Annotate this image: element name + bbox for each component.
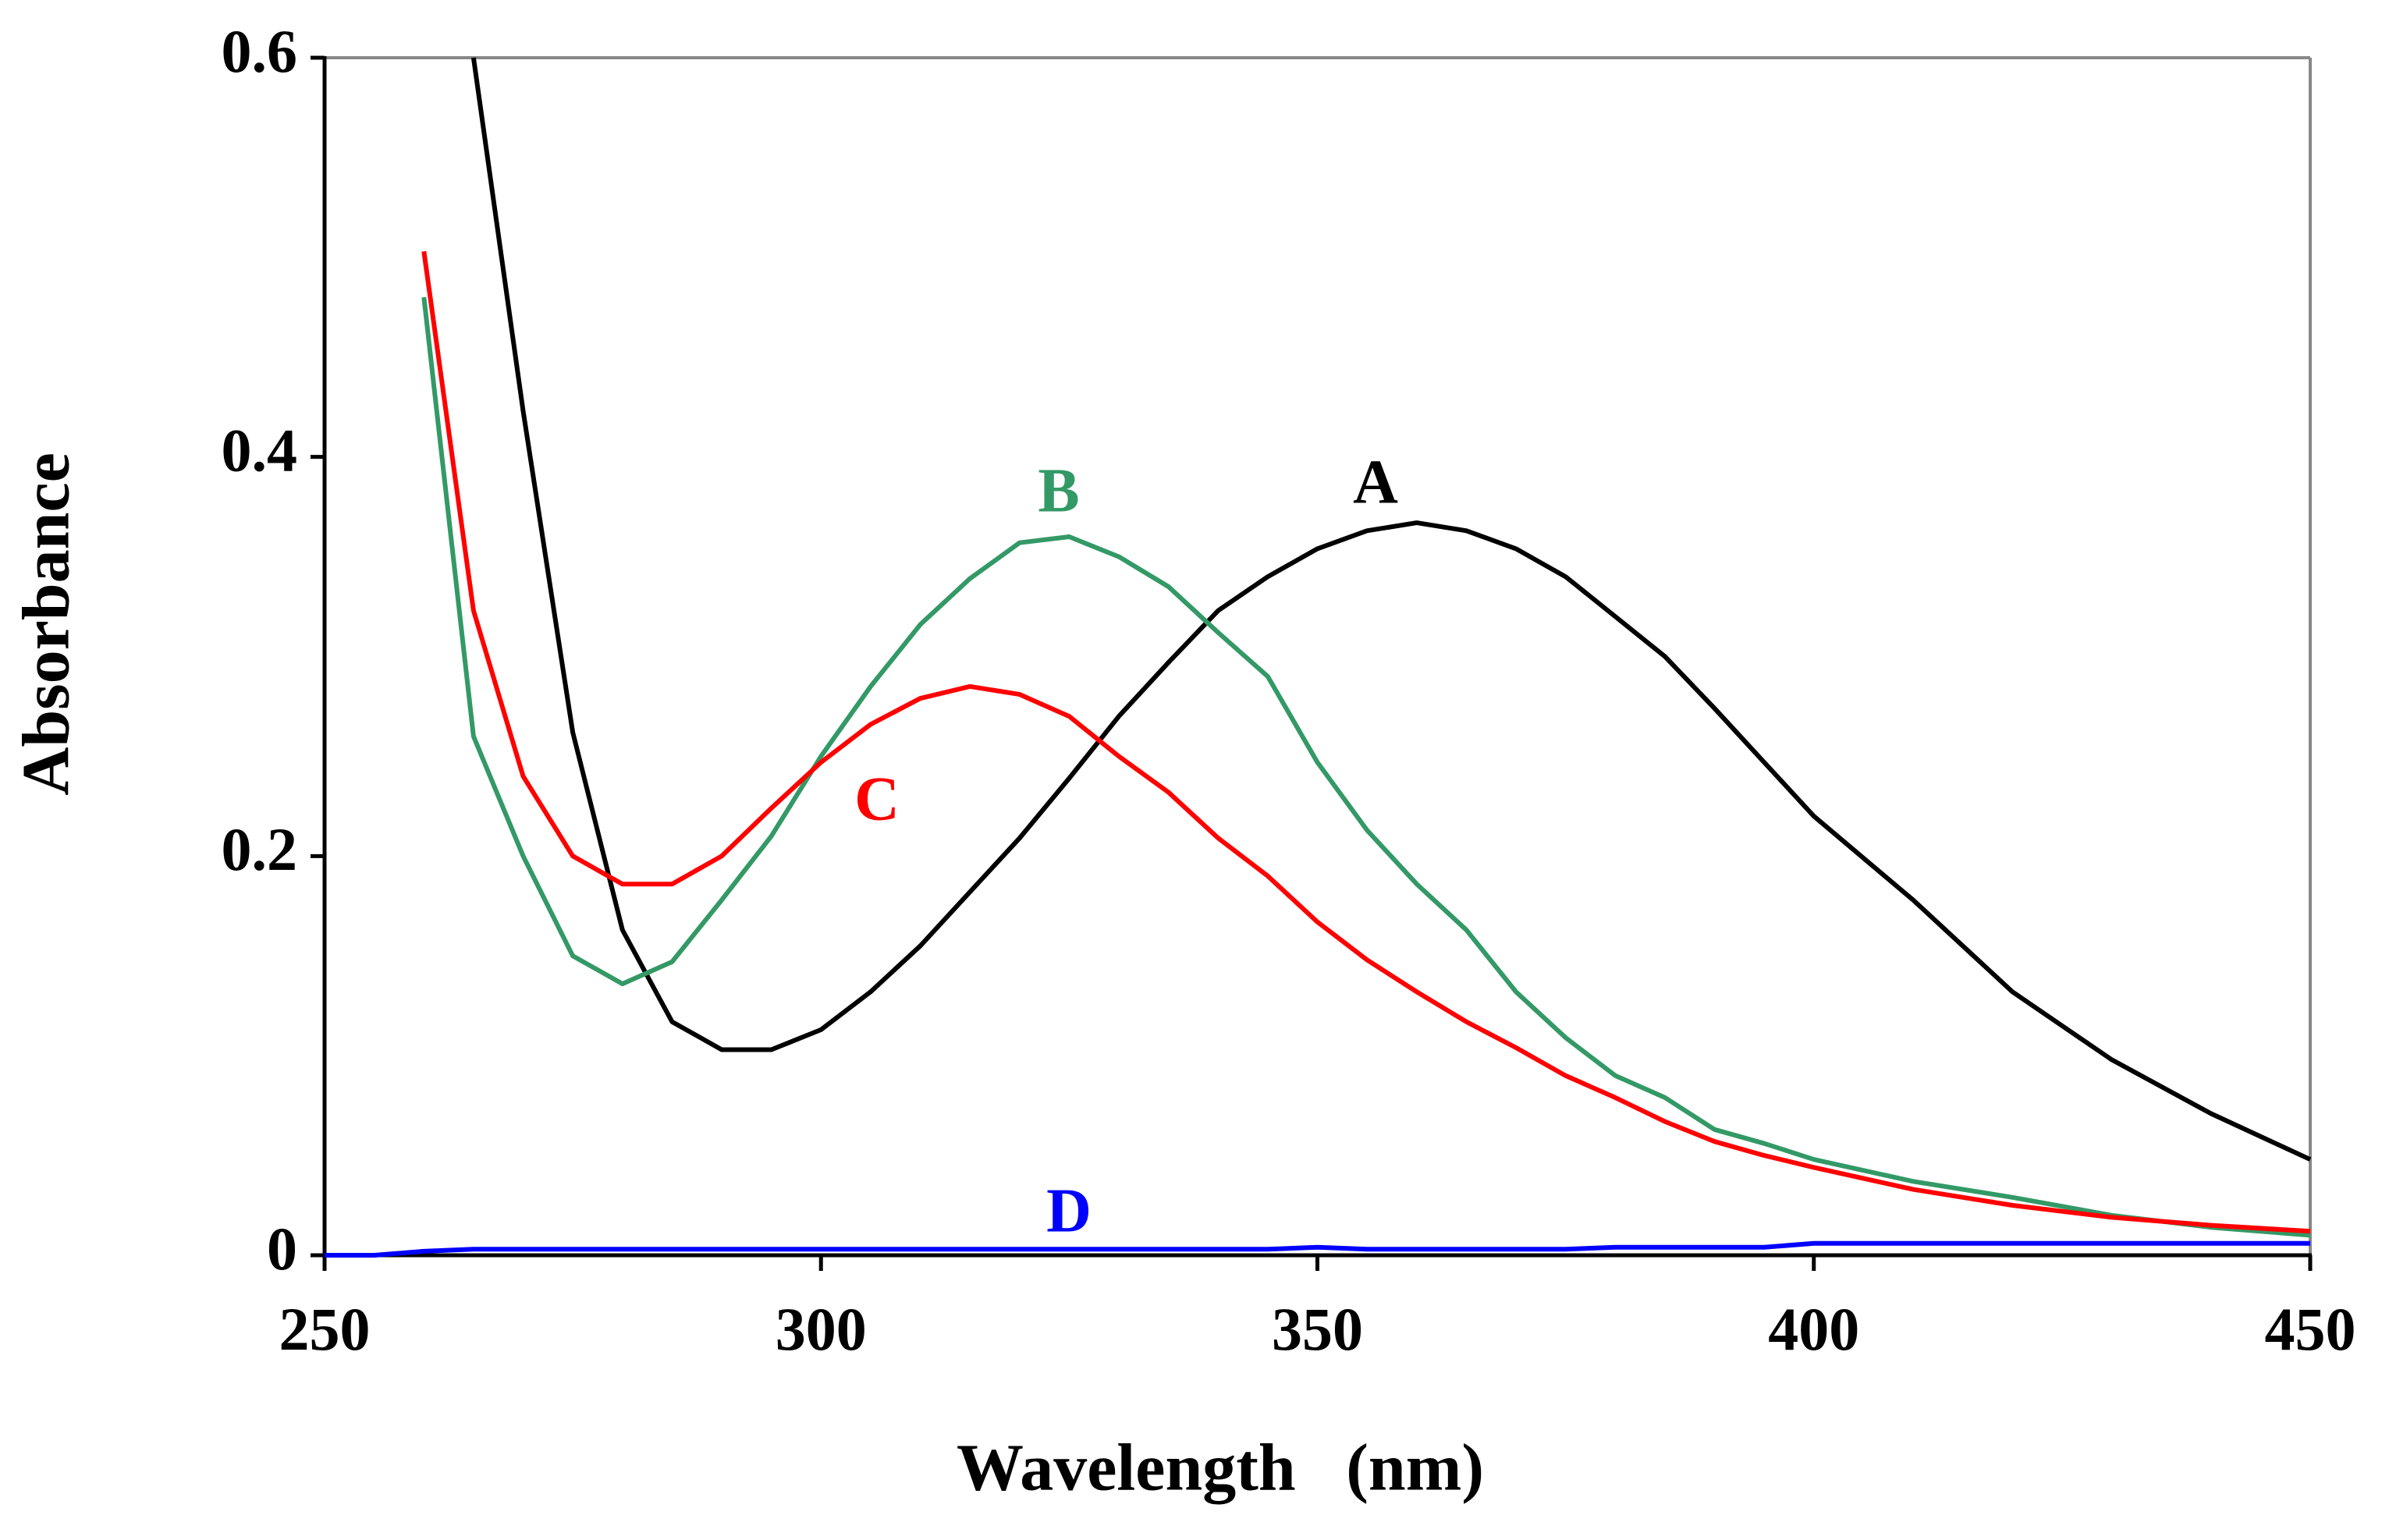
series-line	[470, 57, 2312, 1162]
series-label: C	[854, 765, 900, 833]
series-label: B	[1038, 456, 1079, 525]
series-label: A	[1353, 448, 1398, 516]
x-tick-label: 250	[279, 1295, 371, 1363]
y-tick-label: 0	[267, 1215, 297, 1283]
x-tick-label: 300	[776, 1295, 867, 1363]
y-tick-label: 0.2	[222, 815, 298, 883]
x-tick-label: 450	[2265, 1295, 2356, 1363]
x-tick-label: 400	[1768, 1295, 1859, 1363]
x-axis-title: Wavelength (nm)	[957, 1430, 1484, 1505]
series-line	[421, 296, 2311, 1238]
y-tick-label: 0.4	[222, 417, 298, 484]
y-axis-title: Absorbance	[9, 452, 83, 796]
x-tick-label: 350	[1272, 1295, 1363, 1363]
series-line	[325, 1240, 2310, 1258]
series-label: D	[1046, 1176, 1092, 1245]
y-tick-label: 0.6	[222, 17, 298, 85]
series-line	[421, 250, 2311, 1234]
